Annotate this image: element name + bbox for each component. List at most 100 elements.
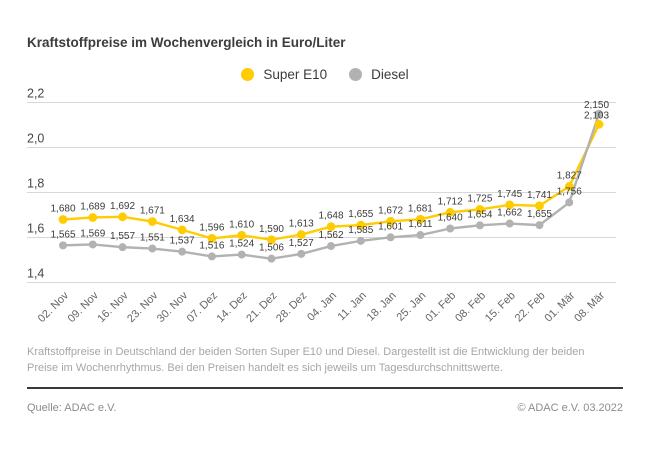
value-label-super-e10: 1,725	[467, 193, 492, 204]
data-point-diesel	[207, 252, 216, 261]
chart-legend: Super E10 Diesel	[0, 67, 650, 82]
data-point-super-e10	[505, 200, 515, 210]
value-label-super-e10: 1,610	[229, 219, 254, 230]
value-label-super-e10: 1,613	[289, 219, 314, 230]
x-tick-label: 01. Feb	[423, 290, 458, 325]
x-tick-label: 18. Jan	[365, 290, 399, 324]
data-point-diesel	[297, 249, 306, 258]
chart-description: Kraftstoffpreise in Deutschland der beid…	[27, 346, 585, 374]
x-tick-label: 15. Feb	[483, 290, 518, 325]
x-tick-label: 22. Feb	[513, 290, 548, 325]
data-point-diesel	[446, 224, 455, 233]
value-label-diesel: 1,640	[438, 213, 463, 224]
data-point-diesel	[148, 244, 157, 253]
data-point-super-e10	[386, 216, 395, 226]
value-label-super-e10: 1,655	[348, 209, 373, 220]
data-point-super-e10	[535, 201, 544, 211]
data-point-super-e10	[207, 234, 217, 243]
x-tick-label: 07. Dez	[185, 290, 220, 325]
data-point-diesel	[178, 247, 187, 256]
data-point-diesel	[118, 243, 127, 252]
legend-item-diesel: Diesel	[349, 67, 409, 82]
value-label-diesel: 1,655	[527, 209, 552, 220]
data-point-diesel	[565, 198, 574, 207]
data-point-super-e10	[88, 213, 98, 222]
value-label-diesel: 1,551	[140, 233, 165, 244]
value-label-diesel: 1,527	[289, 238, 314, 249]
data-point-diesel	[535, 221, 544, 230]
data-point-diesel	[88, 240, 97, 249]
data-point-super-e10	[237, 230, 247, 240]
x-tick-label: 09. Nov	[66, 289, 102, 325]
copyright-label: © ADAC e.V. 03.2022	[517, 402, 623, 414]
data-point-super-e10	[118, 212, 127, 222]
value-label-super-e10: 1,648	[319, 211, 344, 222]
value-label-super-e10: 1,681	[408, 203, 433, 214]
value-label-super-e10: 1,680	[50, 204, 75, 215]
value-label-diesel: 1,557	[110, 231, 135, 242]
data-point-diesel	[356, 236, 365, 245]
y-tick-label: 1,6	[27, 222, 44, 236]
value-label-super-e10: 1,590	[259, 224, 284, 235]
data-point-super-e10	[475, 204, 485, 214]
value-label-diesel: 1,562	[319, 230, 344, 241]
value-label-super-e10: 1,671	[140, 206, 165, 217]
x-tick-label: 01. Mär	[543, 289, 578, 324]
x-tick-label: 25. Jan	[394, 290, 428, 324]
value-label-diesel: 1,524	[229, 239, 254, 250]
super-e10-marker-icon	[241, 68, 255, 81]
value-label-super-e10: 1,741	[527, 190, 552, 201]
value-label-diesel: 2,150	[584, 100, 609, 111]
x-tick-label: 16. Nov	[95, 289, 131, 325]
legend-label-diesel: Diesel	[371, 67, 409, 82]
diesel-marker-icon	[349, 68, 363, 81]
data-point-super-e10	[177, 225, 187, 235]
data-point-diesel	[59, 241, 67, 250]
y-tick-label: 2,0	[27, 132, 44, 146]
data-point-super-e10	[326, 222, 336, 232]
chart-title: Kraftstoffpreise im Wochenvergleich in E…	[27, 35, 346, 50]
data-point-diesel	[475, 221, 484, 230]
data-point-diesel	[416, 231, 425, 240]
x-tick-label: 23. Nov	[125, 289, 161, 325]
value-label-diesel: 1,756	[557, 186, 582, 197]
x-tick-label: 28. Dez	[274, 290, 309, 325]
legend-item-super-e10: Super E10	[241, 67, 327, 82]
value-label-super-e10: 1,712	[438, 196, 463, 207]
value-label-super-e10: 2,103	[584, 110, 609, 121]
data-point-super-e10	[445, 207, 455, 217]
x-tick-label: 08. Mär	[572, 289, 607, 324]
value-label-diesel: 1,537	[170, 236, 195, 247]
value-label-super-e10: 1,692	[110, 201, 135, 212]
value-label-diesel: 1,506	[259, 243, 284, 254]
data-point-diesel	[327, 242, 336, 251]
value-label-super-e10: 1,827	[557, 170, 582, 181]
x-tick-label: 04. Jan	[305, 290, 339, 324]
x-tick-label: 21. Dez	[244, 290, 279, 325]
data-point-diesel	[595, 109, 604, 118]
value-label-diesel: 1,611	[408, 219, 433, 230]
value-label-super-e10: 1,745	[497, 189, 522, 200]
value-label-super-e10: 1,689	[80, 201, 105, 212]
value-label-diesel: 1,565	[50, 229, 75, 240]
value-label-diesel: 1,654	[467, 209, 492, 220]
data-point-super-e10	[147, 217, 157, 226]
value-label-diesel: 1,601	[378, 221, 403, 232]
value-label-diesel: 1,516	[199, 240, 224, 251]
footer-divider	[27, 387, 623, 389]
data-point-super-e10	[415, 214, 425, 224]
source-bar: Quelle: ADAC e.V. © ADAC e.V. 03.2022	[27, 402, 623, 414]
value-label-diesel: 1,662	[497, 208, 522, 219]
x-tick-label: 02. Nov	[36, 289, 72, 325]
value-label-super-e10: 1,596	[199, 222, 224, 233]
value-label-super-e10: 1,672	[378, 205, 403, 216]
data-point-super-e10	[594, 119, 604, 129]
value-label-super-e10: 1,634	[170, 214, 195, 225]
data-point-super-e10	[58, 215, 68, 224]
data-point-diesel	[386, 233, 395, 242]
data-point-diesel	[505, 219, 514, 228]
value-label-diesel: 1,569	[80, 228, 105, 239]
y-tick-label: 1,4	[27, 267, 44, 281]
